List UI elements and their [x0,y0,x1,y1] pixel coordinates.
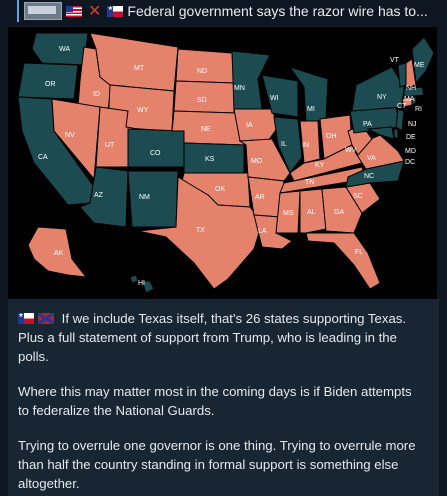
label-WV: WV [345,147,357,154]
label-DE: DE [406,134,416,141]
label-IN: IN [302,142,309,149]
label-LA: LA [258,228,267,235]
label-NM: NM [139,194,150,201]
label-NC: NC [364,173,374,180]
reply-accent-bar [17,0,19,22]
state-FL [305,232,381,290]
label-CA: CA [38,154,48,161]
label-PA: PA [363,121,372,128]
label-WI: WI [270,95,279,102]
label-NJ: NJ [408,121,417,128]
us-states-map[interactable]: WA MT ND MN VT ME OR ID SD WI MI NY MA N… [8,27,437,299]
label-RI: RI [415,106,422,113]
reply-thumbnail [24,2,62,20]
red-cross-icon: ✕ [88,3,102,20]
label-TX: TX [196,227,205,234]
label-AZ: AZ [94,192,104,199]
label-MA: MA [404,96,415,103]
state-IN [299,120,321,164]
label-AR: AR [255,194,265,201]
state-AK [27,226,88,278]
label-SC: SC [353,193,363,200]
reply-text-line: ✕ Federal government says the razor wire … [66,1,441,21]
label-MI: MI [307,106,315,113]
state-GA [321,186,363,234]
state-HI [129,274,139,284]
label-MT: MT [134,65,145,72]
state-VT [397,62,407,88]
confederate-flag-icon [38,313,54,324]
state-HI-2 [141,280,155,294]
label-ND: ND [197,68,207,75]
label-MS: MS [283,210,294,217]
state-NM [127,170,179,228]
state-ND [175,48,235,84]
state-CO [127,128,185,168]
state-MD [366,126,395,140]
label-DC: DC [405,159,415,166]
label-FL: FL [355,249,363,256]
message-paragraph-2: Where this may matter most in the coming… [18,384,412,418]
label-CO: CO [150,150,161,157]
state-ME [411,36,435,85]
state-MA [403,86,425,98]
texas-flag-icon [107,4,124,17]
label-GA: GA [334,209,344,216]
label-IA: IA [246,122,253,129]
message-paragraph-3: Trying to overrule one governor is one t… [18,438,416,491]
label-WY: WY [137,107,149,114]
state-WI [261,74,299,118]
state-AL [299,188,327,234]
state-MS [275,190,301,234]
label-HI: HI [138,280,145,287]
label-WA: WA [59,46,70,53]
label-VA: VA [367,155,376,162]
message-paragraph-1: If we include Texas itself, that's 26 st… [8,309,439,366]
label-ME: ME [414,62,425,69]
label-TN: TN [305,179,314,186]
label-AK: AK [54,250,64,257]
state-IA [233,108,279,142]
label-NH: NH [406,85,416,92]
state-labels: WA MT ND MN VT ME OR ID SD WI MI NY MA N… [38,46,425,287]
reply-preview[interactable]: ✕ Federal government says the razor wire … [0,0,447,22]
label-AL: AL [307,209,316,216]
label-SD: SD [197,97,207,104]
label-MD: MD [405,148,416,155]
label-OK: OK [215,186,225,193]
state-NY [351,66,405,112]
label-IL: IL [281,141,287,148]
label-MO: MO [251,158,263,165]
message-bubble: If we include Texas itself, that's 26 st… [8,299,439,496]
label-CT: CT [397,103,407,110]
reply-text: Federal government says the razor wire h… [127,3,428,19]
state-TX [137,176,263,290]
label-ID: ID [93,91,100,98]
state-NH [405,58,417,88]
state-NJ [395,108,405,132]
label-NE: NE [201,126,211,133]
label-KY: KY [315,162,325,169]
map-svg: WA MT ND MN VT ME OR ID SD WI MI NY MA N… [17,32,435,294]
us-flag-icon [66,6,82,17]
label-NY: NY [377,94,387,101]
state-OR [17,62,79,100]
state-RI [411,96,417,106]
state-IL [273,116,303,174]
state-MN [231,50,271,110]
label-MN: MN [234,85,245,92]
label-NV: NV [65,132,75,139]
label-VT: VT [390,57,400,64]
label-OH: OH [326,133,337,140]
label-UT: UT [105,142,115,149]
label-OR: OR [45,81,56,88]
state-DE [393,128,399,140]
label-KS: KS [205,156,215,163]
texas-flag-icon [18,311,34,324]
